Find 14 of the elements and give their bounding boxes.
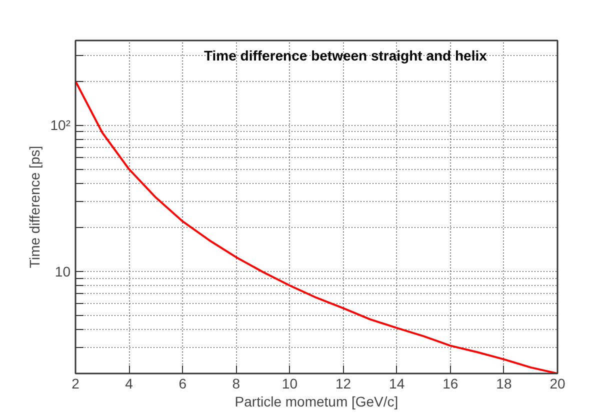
x-tick-label: 2: [72, 376, 80, 392]
x-tick-label: 18: [496, 376, 512, 392]
x-tick-label: 12: [335, 376, 352, 392]
x-tick-label: 4: [125, 376, 134, 392]
text: Time difference between straight and helix: [204, 48, 488, 64]
x-tick-label: 10: [282, 376, 298, 392]
x-tick-label: 20: [550, 376, 566, 392]
y-axis-title: Time difference [ps]: [26, 146, 42, 268]
x-axis-title: Particle mometum [GeV/c]: [234, 394, 398, 410]
x-tick-label: 6: [178, 376, 187, 392]
x-tick-label: 8: [232, 376, 240, 392]
y-tick-label: 10²: [50, 117, 71, 134]
x-tick-label: 16: [442, 376, 458, 392]
x-tick-label: 14: [389, 376, 405, 392]
